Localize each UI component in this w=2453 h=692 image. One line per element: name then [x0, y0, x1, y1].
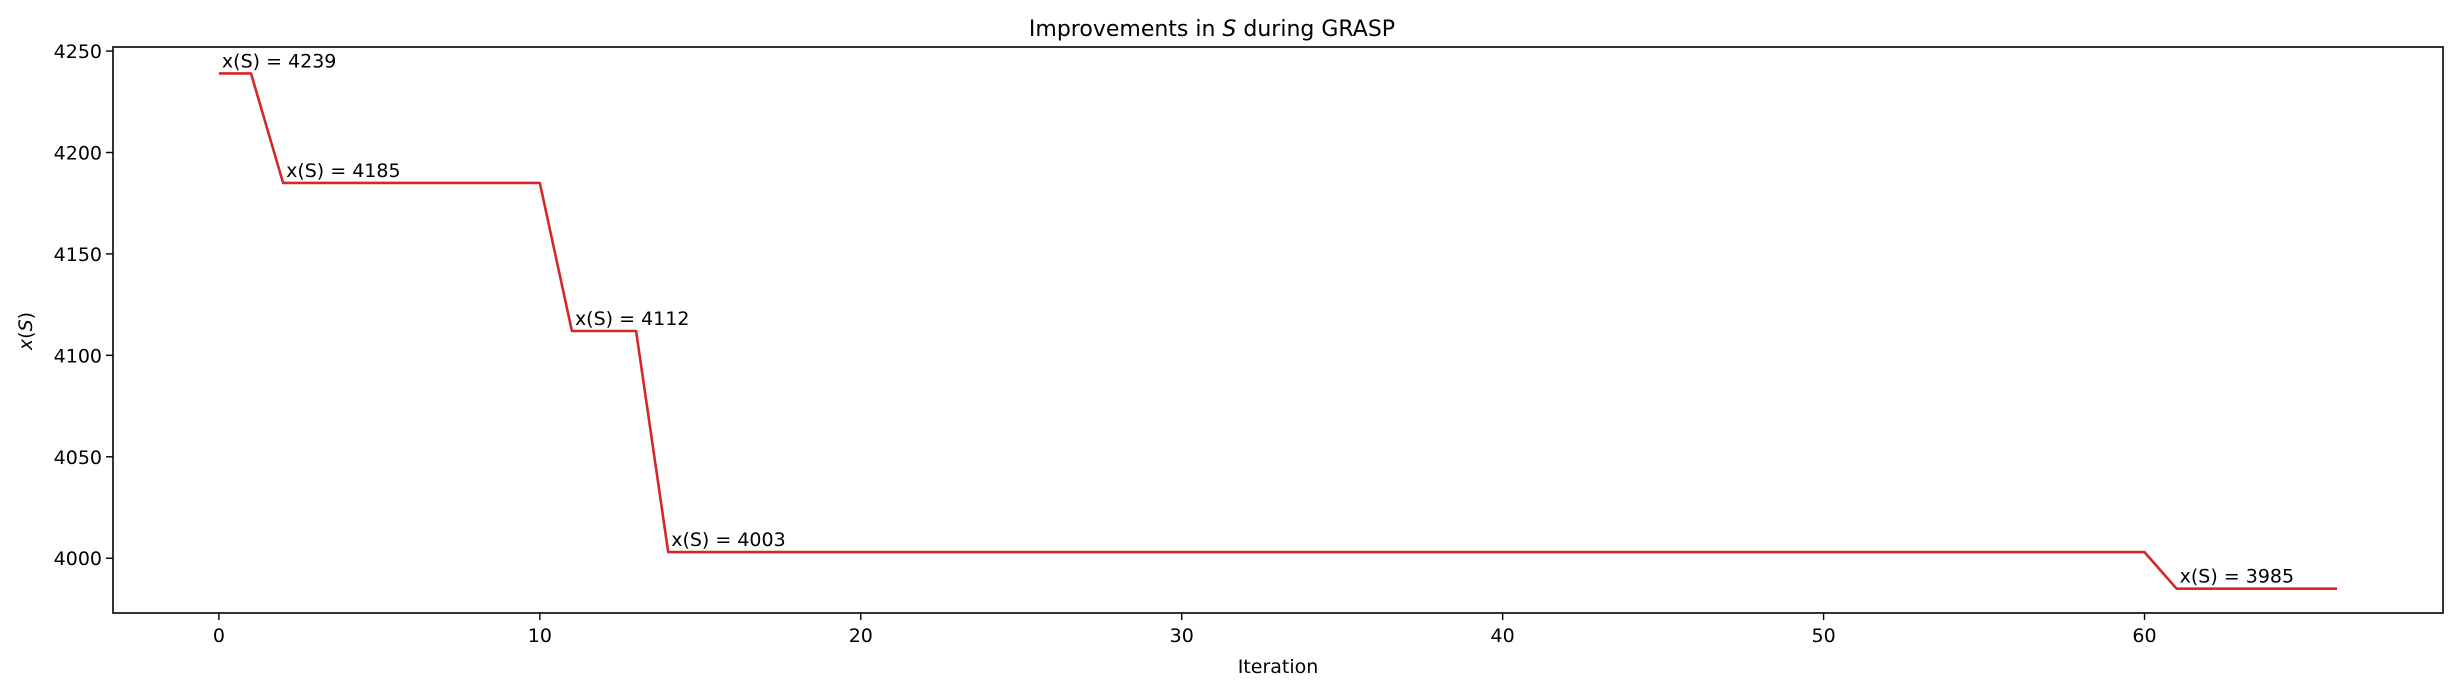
y-axis-label: x(S) — [15, 312, 37, 351]
x-axis-label: Iteration — [1238, 656, 1319, 678]
axes-frame — [112, 46, 2444, 614]
x-tick-label-3: 30 — [1170, 625, 1194, 647]
chart-title: Improvements in S during GRASP — [1029, 17, 1395, 42]
annotation-label-4: x(S) = 3985 — [2180, 566, 2294, 588]
series-line-0 — [218, 72, 2338, 591]
x-tick-label-5: 50 — [1811, 625, 1835, 647]
y-tick-label-5: 4250 — [54, 41, 102, 63]
x-tick-label-0: 0 — [213, 625, 225, 647]
x-tick-label-6: 60 — [2132, 625, 2156, 647]
x-tick-label-1: 10 — [528, 625, 552, 647]
y-tick-label-2: 4100 — [54, 345, 102, 367]
annotation-label-2: x(S) = 4112 — [575, 308, 689, 330]
x-tick-label-4: 40 — [1491, 625, 1515, 647]
annotation-label-0: x(S) = 4239 — [222, 50, 336, 72]
y-tick-label-4: 4200 — [54, 142, 102, 164]
annotation-label-3: x(S) = 4003 — [671, 529, 785, 551]
y-tick-label-0: 4000 — [54, 548, 102, 570]
x-tick-label-2: 20 — [849, 625, 873, 647]
y-tick-label-1: 4050 — [54, 447, 102, 469]
y-tick-label-3: 4150 — [54, 244, 102, 266]
annotation-label-1: x(S) = 4185 — [286, 160, 400, 182]
